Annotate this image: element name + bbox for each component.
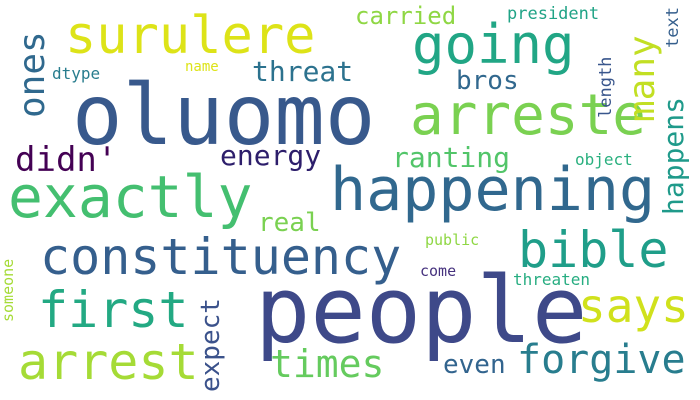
word-expect: expect xyxy=(196,298,226,392)
word-even: even xyxy=(443,350,506,380)
word-constituency: constituency xyxy=(40,228,402,286)
word-exactly: exactly xyxy=(8,163,253,231)
word-bible: bible xyxy=(518,221,669,279)
word-forgive: forgive xyxy=(517,337,686,383)
word-someone: someone xyxy=(0,258,17,322)
word-happening: happening xyxy=(330,155,656,225)
word-didn: didn' xyxy=(15,140,118,180)
word-president: president xyxy=(507,4,600,24)
word-carried: carried xyxy=(355,2,457,30)
word-happens: happens xyxy=(657,96,690,215)
word-arrest: arrest xyxy=(18,333,199,391)
word-says: says xyxy=(578,279,689,333)
word-first: first xyxy=(38,281,189,339)
word-threaten: threaten xyxy=(513,270,591,289)
word-dtype: dtype xyxy=(52,64,101,83)
word-people: people xyxy=(255,257,588,364)
word-going: going xyxy=(412,13,575,76)
word-oluomo: oluomo xyxy=(72,66,376,164)
word-ranting: ranting xyxy=(392,141,511,174)
word-come: come xyxy=(420,262,457,280)
word-public: public xyxy=(425,231,480,249)
word-text: text xyxy=(663,7,683,48)
word-ones: ones xyxy=(12,31,53,118)
word-threat: threat xyxy=(252,55,354,88)
word-times: times xyxy=(270,342,385,386)
word-surulere: surulere xyxy=(65,6,316,66)
word-bros: bros xyxy=(456,66,519,96)
word-many: many xyxy=(622,35,663,122)
word-name: name xyxy=(185,59,219,75)
word-arreste: arreste xyxy=(410,83,647,148)
word-real: real xyxy=(258,208,321,238)
word-object: object xyxy=(575,150,633,169)
word-length: length xyxy=(596,56,616,118)
word-energy: energy xyxy=(220,139,322,172)
